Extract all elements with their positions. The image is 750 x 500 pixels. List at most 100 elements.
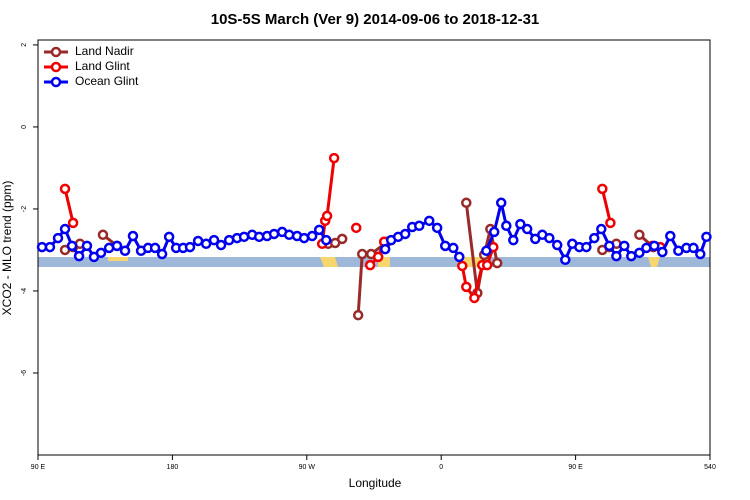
point [521,223,533,235]
point [461,281,472,293]
point [52,232,64,244]
point [192,235,204,247]
legend-label: Land Glint [75,59,130,73]
point [59,223,71,235]
y-tick-label: -2 [21,206,28,212]
point [372,251,384,263]
point [673,245,684,257]
point [156,248,168,260]
point [431,222,443,234]
point [457,260,468,272]
point [306,230,318,242]
point [469,292,480,304]
point [695,248,706,260]
series-line [63,157,661,302]
point [59,183,71,195]
x-tick-label: 0 [439,464,443,471]
point [481,259,493,271]
point [589,232,600,244]
legend-label: Ocean Glint [75,74,139,88]
y-tick-label: -4 [21,288,28,294]
point [491,257,503,269]
point [619,240,630,252]
point [597,183,608,195]
point [605,217,616,229]
point [649,240,660,252]
point [634,247,645,259]
point [634,229,645,241]
point [701,231,712,243]
point [461,197,472,209]
point [364,259,376,271]
point [321,210,333,222]
point [515,218,526,230]
point [208,234,220,246]
x-tick-label: 90 E [568,464,583,471]
point [454,251,465,263]
point [200,238,212,250]
point [560,254,571,266]
y-tick-label: 2 [21,43,28,47]
point [127,230,139,242]
point [336,233,348,245]
point [448,242,459,254]
y-axis-label: XCO2 - MLO trend (ppm) [0,181,14,316]
x-axis-label: Longitude [349,476,402,490]
point [44,241,56,253]
legend-marker [50,61,62,73]
point [413,220,425,232]
point [111,240,123,252]
point [184,241,196,253]
point [611,250,622,262]
point [320,234,332,246]
point [481,245,492,257]
x-tick-label: 90 W [299,464,316,471]
x-tick-label: 180 [167,464,179,471]
legend-marker [50,46,62,58]
point [356,248,368,260]
point [66,240,78,252]
point [73,250,85,262]
point [67,217,79,229]
point [328,152,340,164]
point [439,240,451,252]
point [581,241,592,253]
point [501,220,512,232]
point [688,242,699,254]
point [626,250,637,262]
x-tick-label: 540 [704,464,716,471]
point [424,215,435,227]
point [313,224,325,236]
point [95,247,107,259]
point [604,240,615,252]
point [551,239,563,251]
chart-title: 10S-5S March (Ver 9) 2014-09-06 to 2018-… [211,11,540,28]
point [298,232,310,244]
point [81,240,93,252]
y-tick-label: 0 [21,125,28,129]
point [488,226,500,238]
point [379,243,391,255]
y-tick-label: -6 [21,370,28,376]
legend-marker [50,76,62,88]
point [399,228,411,240]
point [495,197,507,209]
point [508,234,519,246]
point [238,231,250,243]
point [352,309,364,321]
point [149,242,161,254]
point [119,245,131,257]
point [283,229,295,241]
point [97,229,109,241]
x-tick-label: 90 E [31,464,46,471]
point [544,232,555,244]
point [215,239,227,251]
point [350,222,362,234]
point [596,223,607,235]
legend-label: Land Nadir [75,44,134,58]
point [268,228,280,240]
point [657,246,668,258]
point [665,230,676,242]
point [163,231,175,243]
